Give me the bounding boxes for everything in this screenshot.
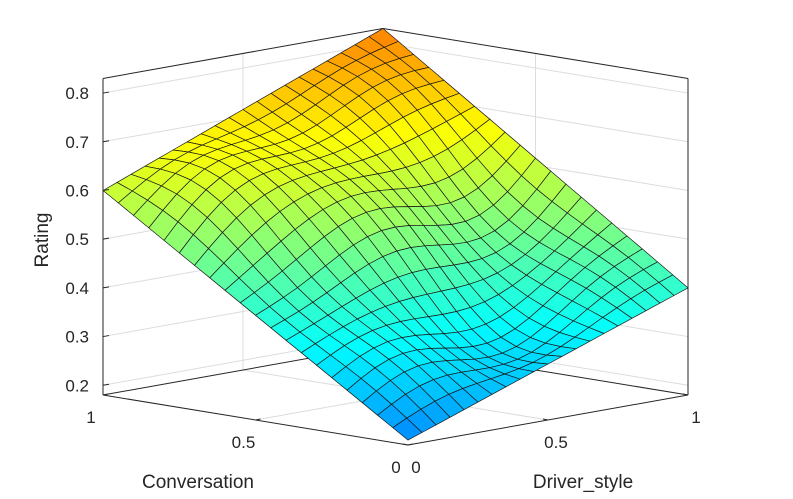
z-tick-label: 0.6 (65, 181, 89, 200)
y-tick-label: 0 (391, 458, 400, 477)
tick-labels: 0.2 0.3 0.4 0.5 0.6 0.7 0.8 0 0.5 1 0 0.5 1 (65, 84, 700, 477)
z-tick (102, 140, 110, 143)
z-tick (102, 383, 110, 386)
z-tick-label: 0.8 (65, 84, 89, 103)
y-axis-label: Conversation (142, 472, 254, 493)
z-tick (102, 237, 110, 240)
x-tick-label: 1 (691, 408, 700, 427)
x-tick (682, 393, 689, 396)
z-tick (102, 188, 110, 191)
z-tick-label: 0.7 (65, 133, 89, 152)
x-tick-label: 0.5 (544, 433, 568, 452)
z-tick-label: 0.4 (65, 279, 89, 298)
z-tick (102, 286, 110, 289)
z-tick (102, 335, 110, 338)
x-axis-label: Driver_style (533, 472, 633, 493)
y-tick (102, 393, 109, 396)
z-tick-label: 0.5 (65, 230, 89, 249)
y-tick (407, 443, 414, 446)
x-tick (542, 418, 549, 421)
surface-facet (392, 417, 423, 441)
z-tick-label: 0.2 (65, 376, 89, 395)
y-tick-label: 0.5 (232, 433, 256, 452)
z-tick-label: 0.3 (65, 328, 89, 347)
y-tick (255, 418, 261, 421)
z-tick (102, 91, 110, 94)
x-tick (402, 443, 409, 446)
x-tick-label: 0 (411, 458, 420, 477)
z-axis-label: Rating (32, 213, 53, 268)
top-right-edge (382, 27, 689, 79)
surface-mesh (102, 28, 689, 441)
top-left-edge (102, 27, 384, 79)
y-tick-label: 1 (86, 408, 95, 427)
